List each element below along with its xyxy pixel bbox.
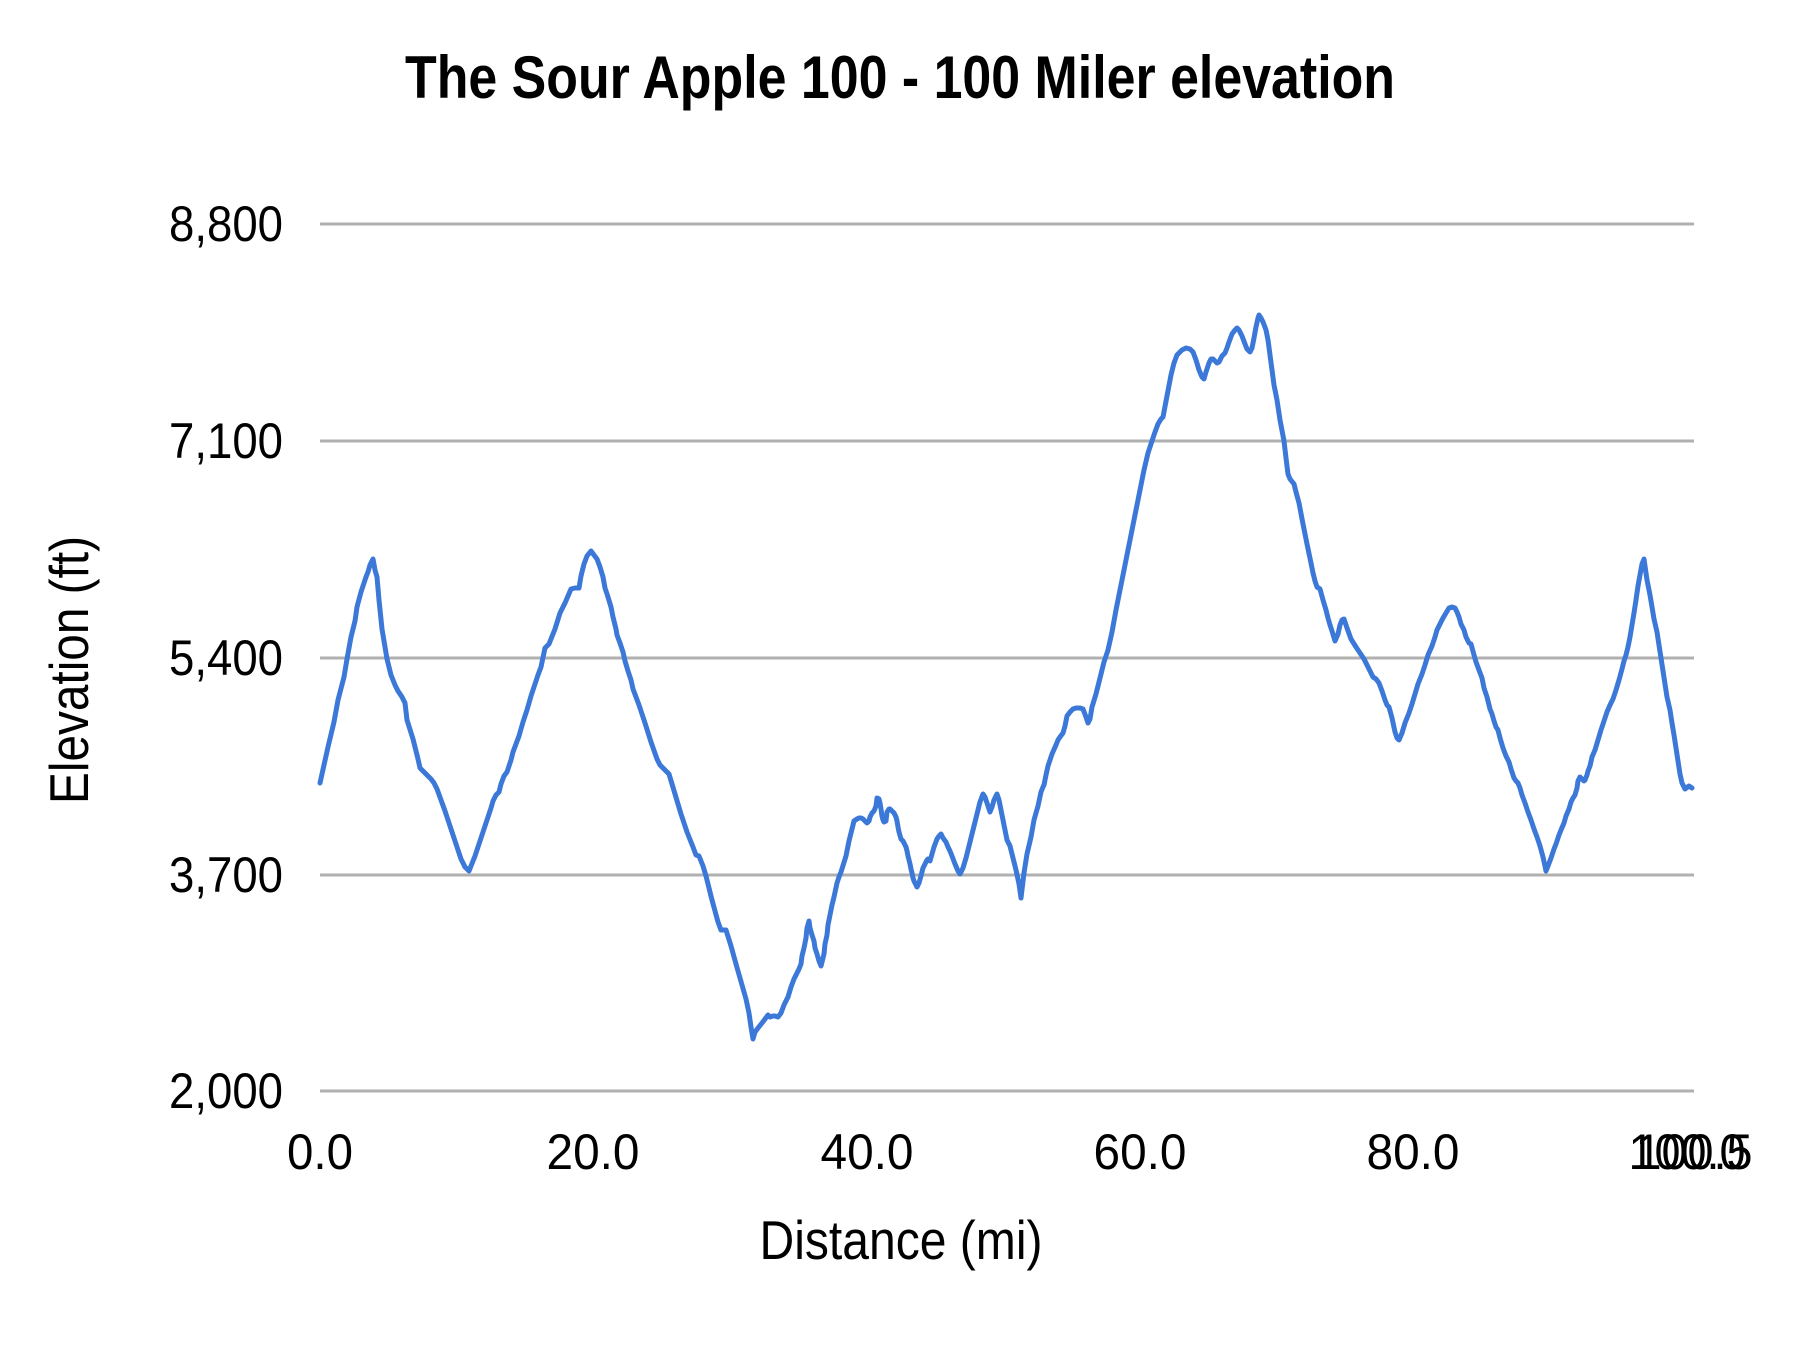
svg-text:3,700: 3,700 [169,847,283,903]
svg-text:Elevation (ft): Elevation (ft) [38,536,100,804]
svg-text:100.0: 100.0 [1629,1124,1746,1180]
svg-text:0.0: 0.0 [287,1124,353,1180]
svg-text:80.0: 80.0 [1367,1124,1460,1180]
svg-text:40.0: 40.0 [821,1124,914,1180]
svg-text:2,000: 2,000 [169,1063,283,1119]
svg-text:Distance (mi): Distance (mi) [760,1209,1043,1271]
svg-text:The Sour Apple 100 - 100 Miler: The Sour Apple 100 - 100 Miler elevation [405,44,1395,111]
svg-text:5,400: 5,400 [169,630,283,686]
svg-text:100.5: 100.5 [1636,1124,1753,1180]
svg-text:20.0: 20.0 [547,1124,640,1180]
svg-text:7,100: 7,100 [169,413,283,469]
svg-text:8,800: 8,800 [169,196,283,252]
svg-text:60.0: 60.0 [1094,1124,1187,1180]
